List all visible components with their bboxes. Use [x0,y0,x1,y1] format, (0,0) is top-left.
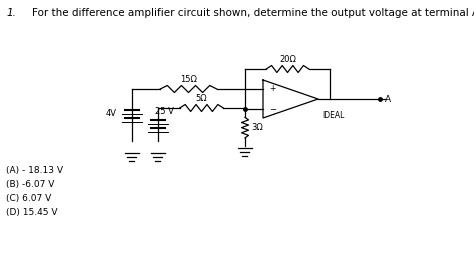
Text: 15Ω: 15Ω [180,75,197,84]
Text: +: + [269,84,275,93]
Text: 5Ω: 5Ω [196,94,207,103]
Text: IDEAL: IDEAL [322,111,345,120]
Text: (D) 15.45 V: (D) 15.45 V [6,208,57,217]
Text: 4V: 4V [106,109,117,118]
Text: 25 V: 25 V [155,107,174,117]
Text: (A) - 18.13 V: (A) - 18.13 V [6,166,63,175]
Text: (C) 6.07 V: (C) 6.07 V [6,194,51,203]
Text: 20Ω: 20Ω [279,55,296,64]
Text: 1.: 1. [7,8,17,18]
Text: A: A [385,94,391,103]
Text: For the difference amplifier circuit shown, determine the output voltage at term: For the difference amplifier circuit sho… [32,8,474,18]
Text: 3Ω: 3Ω [251,123,263,132]
Text: (B) -6.07 V: (B) -6.07 V [6,180,55,189]
Text: −: − [269,105,276,114]
